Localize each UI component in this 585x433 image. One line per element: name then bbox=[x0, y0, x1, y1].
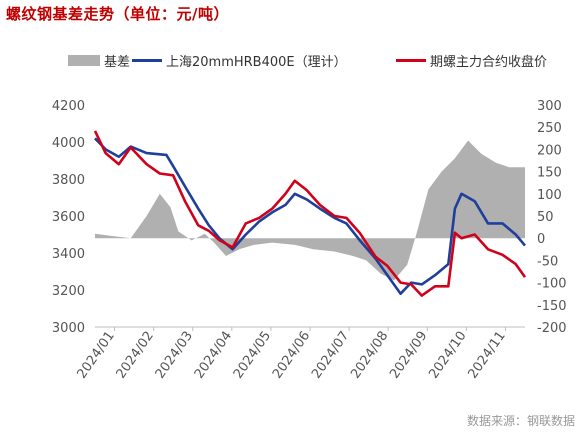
legend-item-spot: 上海20mmHRB400E（理计） bbox=[132, 52, 347, 70]
x-axis-tick-label: 2024/08 bbox=[348, 329, 391, 382]
right-axis-tick-label: 0 bbox=[537, 232, 545, 247]
x-axis-tick-label: 2024/02 bbox=[114, 329, 157, 382]
left-axis-tick-label: 4000 bbox=[52, 136, 85, 151]
x-axis-tick-label: 2024/09 bbox=[387, 329, 430, 382]
x-axis-tick-label: 2024/05 bbox=[231, 329, 274, 382]
right-axis-tick-label: -50 bbox=[537, 254, 558, 269]
right-axis-tick-label: 50 bbox=[537, 210, 554, 225]
left-axis-tick-label: 3200 bbox=[52, 284, 85, 299]
legend-swatch-spot bbox=[132, 58, 162, 62]
legend-swatch-basis bbox=[68, 54, 100, 66]
x-axis-tick-label: 2024/07 bbox=[309, 329, 352, 382]
right-axis-tick-label: 100 bbox=[537, 188, 562, 203]
left-axis-tick-label: 4200 bbox=[52, 99, 85, 114]
right-axis-tick-label: -150 bbox=[537, 299, 567, 314]
legend-item-futures: 期螺主力合约收盘价 bbox=[396, 52, 548, 70]
left-axis-tick-label: 3600 bbox=[52, 210, 85, 225]
legend-label-spot: 上海20mmHRB400E（理计） bbox=[166, 54, 347, 70]
source-note: 数据来源：钢联数据 bbox=[466, 414, 575, 428]
series-line-futures bbox=[93, 130, 527, 297]
x-axis-tick-label: 2024/01 bbox=[75, 329, 118, 382]
legend-swatch-futures bbox=[396, 58, 426, 62]
x-axis-tick-label: 2024/06 bbox=[270, 329, 313, 382]
series-line-spot bbox=[94, 137, 526, 296]
right-axis-tick-label: 250 bbox=[537, 121, 562, 136]
legend-item-basis: 基差 bbox=[68, 52, 131, 70]
legend-label-basis: 基差 bbox=[104, 54, 131, 70]
price-lines-layer bbox=[93, 130, 527, 297]
right-axis-tick-label: 150 bbox=[537, 166, 562, 181]
x-axis-tick-label: 2024/11 bbox=[465, 329, 508, 382]
left-axis-tick-label: 3800 bbox=[52, 173, 85, 188]
right-axis-tick-label: 300 bbox=[537, 99, 562, 114]
left-axis-tick-label: 3400 bbox=[52, 247, 85, 262]
x-axis-tick-label: 2024/03 bbox=[153, 329, 196, 382]
right-axis-tick-label: 200 bbox=[537, 143, 562, 158]
chart-title: 螺纹钢基差走势（单位：元/吨） bbox=[6, 5, 229, 23]
basis-area-layer bbox=[95, 140, 525, 281]
x-axis-tick-label: 2024/04 bbox=[192, 329, 235, 382]
left-axis-tick-label: 3000 bbox=[52, 321, 85, 336]
series-area-basis bbox=[95, 140, 525, 281]
right-axis-tick-label: -100 bbox=[537, 277, 567, 292]
legend-label-futures: 期螺主力合约收盘价 bbox=[430, 54, 548, 70]
x-axis-tick-label: 2024/10 bbox=[426, 329, 469, 382]
right-axis-tick-label: -200 bbox=[537, 321, 567, 336]
